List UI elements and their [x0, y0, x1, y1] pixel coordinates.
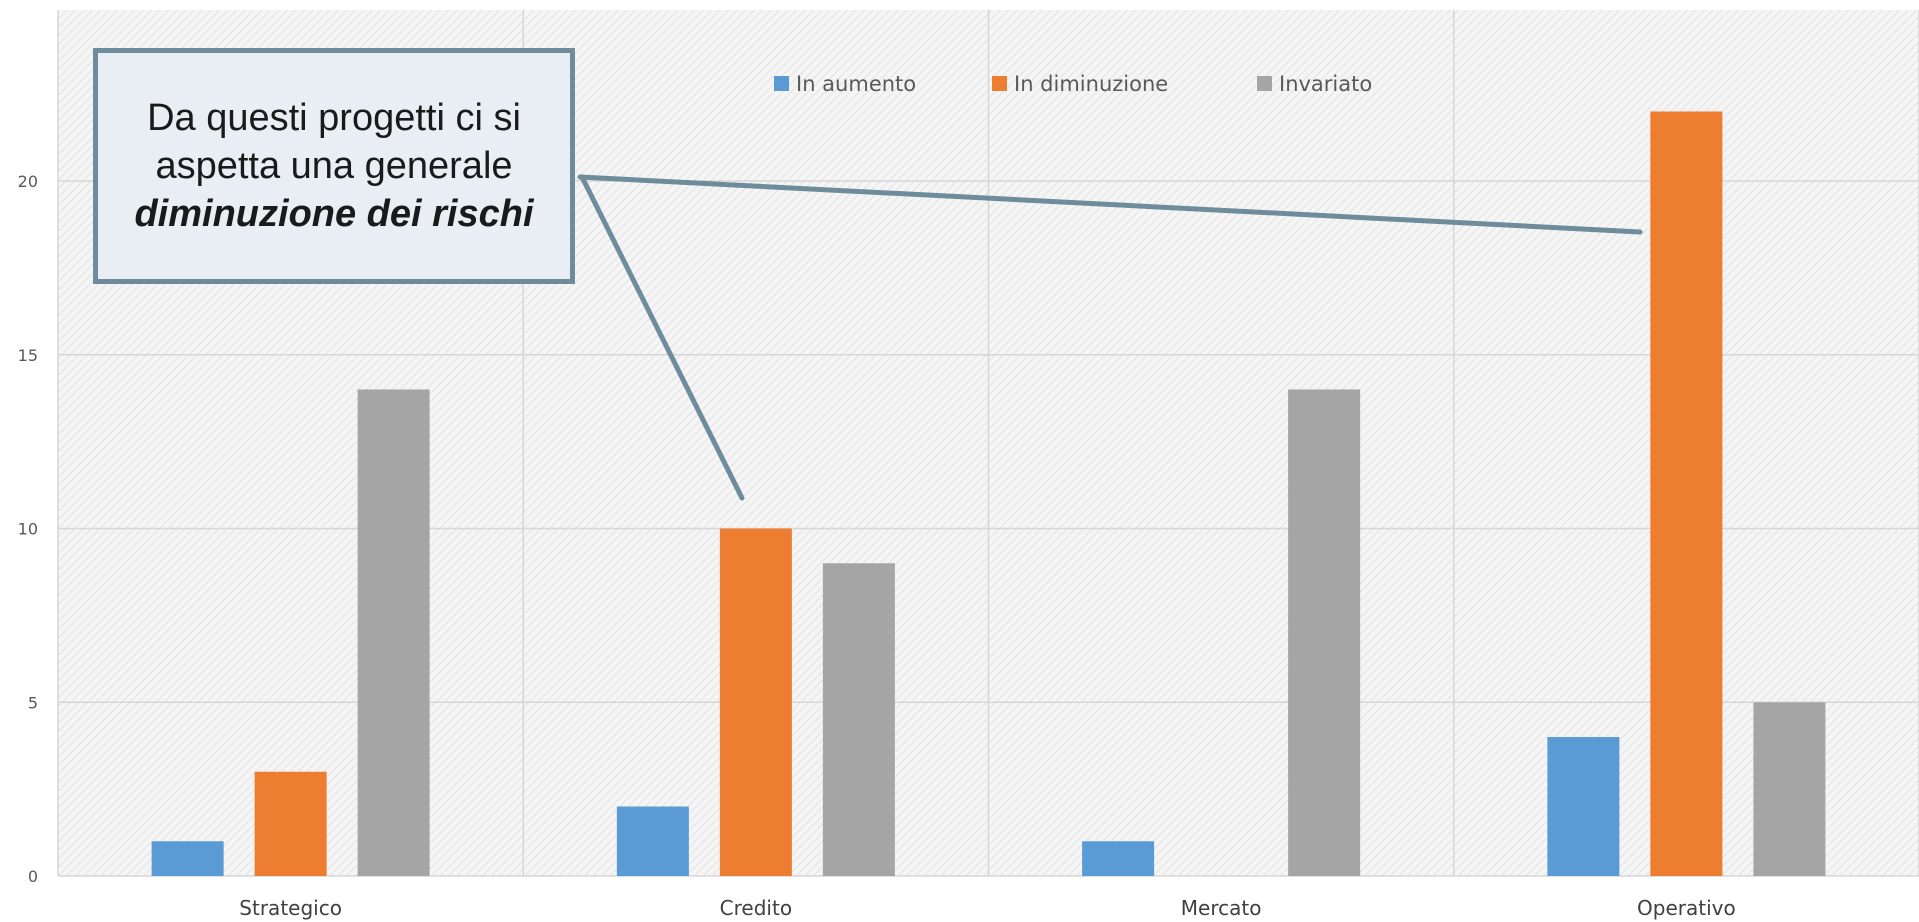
category-label: Strategico: [239, 896, 342, 920]
legend: In aumento In diminuzione Invariato: [774, 72, 1372, 96]
y-axis-ticks: 0 5 10 15 20: [18, 172, 38, 886]
callout-line-2: aspetta una generale: [155, 145, 513, 187]
callout-pointer-credito: [579, 174, 745, 501]
legend-label: Invariato: [1279, 72, 1372, 96]
bar: [357, 389, 430, 876]
bar: [1547, 737, 1620, 876]
legend-label: In aumento: [796, 72, 916, 96]
legend-swatch: [1257, 76, 1272, 91]
y-tick-label: 10: [18, 520, 38, 539]
y-tick-label: 15: [18, 346, 38, 365]
category-label: Mercato: [1181, 896, 1262, 920]
bar: [616, 806, 689, 876]
legend-swatch: [992, 76, 1007, 91]
bar: [1082, 841, 1155, 876]
x-axis-labels: Strategico Credito Mercato Operativo: [239, 896, 1735, 920]
bar: [151, 841, 224, 876]
bar: [1753, 702, 1826, 876]
bars: [151, 111, 1826, 876]
bar: [1650, 111, 1723, 876]
bar: [1288, 389, 1361, 876]
legend-label: In diminuzione: [1014, 72, 1168, 96]
callout-pointers: [577, 174, 1643, 501]
bar: [822, 563, 895, 876]
annotation-callout: Da questi progetti ci si aspetta una gen…: [93, 48, 575, 284]
callout-emphasis: diminuzione dei rischi: [134, 193, 534, 235]
category-label: Operativo: [1637, 896, 1736, 920]
y-tick-label: 0: [28, 867, 38, 886]
legend-swatch: [774, 76, 789, 91]
bar: [719, 528, 792, 876]
category-label: Credito: [720, 896, 792, 920]
y-tick-label: 20: [18, 172, 38, 191]
callout-line-1: Da questi progetti ci si: [147, 97, 521, 139]
bar: [254, 771, 327, 876]
y-tick-label: 5: [28, 693, 38, 712]
callout-pointer-operativo: [577, 174, 1643, 235]
